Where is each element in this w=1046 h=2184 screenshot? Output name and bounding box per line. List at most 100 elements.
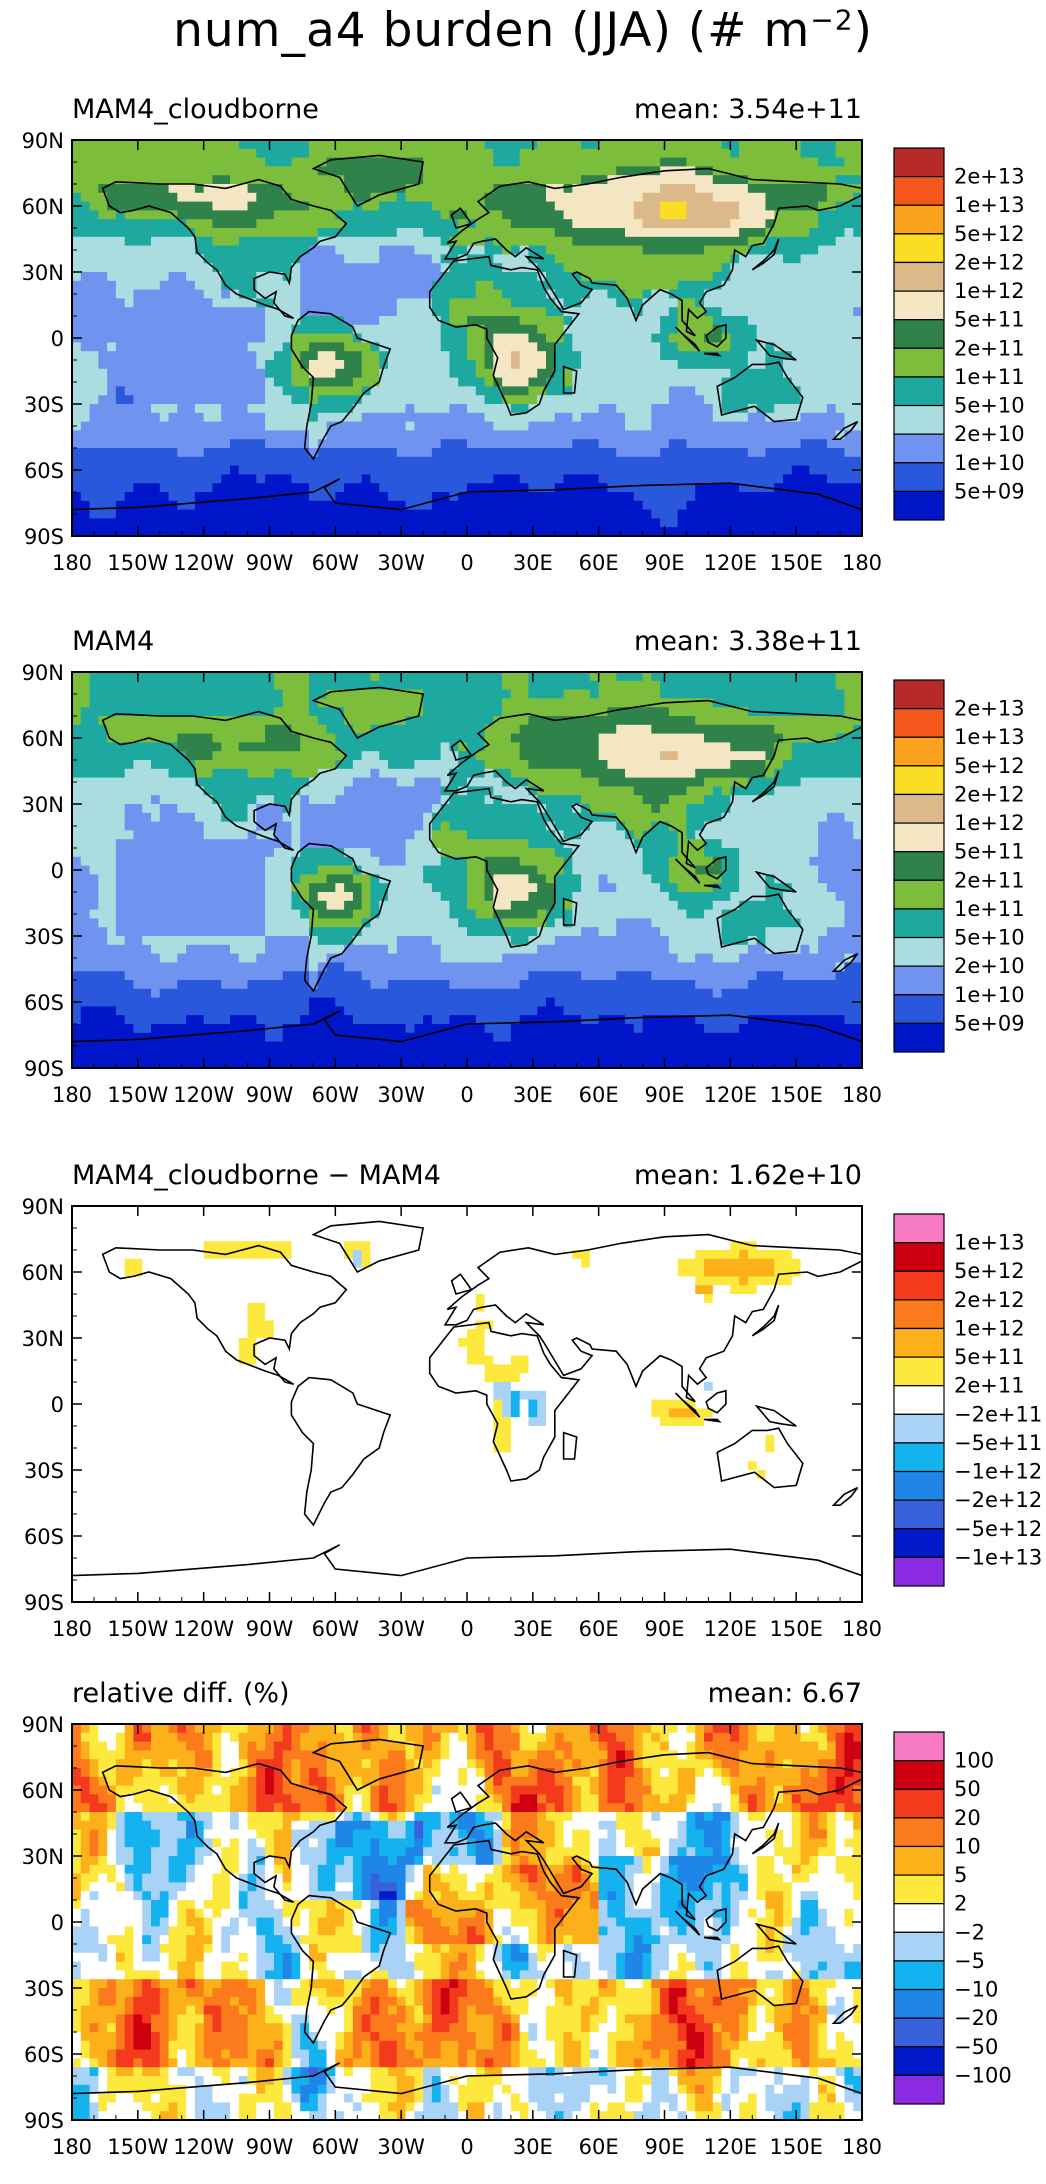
map-cell bbox=[634, 360, 643, 369]
map-cell bbox=[616, 395, 625, 404]
map-cell bbox=[397, 404, 406, 413]
map-cell bbox=[730, 422, 739, 431]
map-cell bbox=[239, 263, 248, 272]
map-cell bbox=[370, 466, 379, 475]
map-cell bbox=[186, 193, 195, 202]
map-cell bbox=[414, 483, 423, 492]
map-cell bbox=[599, 254, 608, 263]
map-cell bbox=[555, 672, 564, 681]
map-cell bbox=[765, 716, 774, 725]
map-cell bbox=[344, 360, 353, 369]
map-cell bbox=[590, 254, 599, 263]
map-cell bbox=[625, 325, 634, 334]
map-cell bbox=[116, 378, 125, 387]
map-cell bbox=[722, 342, 731, 351]
map-cell bbox=[327, 210, 336, 219]
map-cell bbox=[792, 246, 801, 255]
map-cell bbox=[607, 272, 616, 281]
map-cell bbox=[783, 742, 792, 751]
map-cell bbox=[774, 290, 783, 299]
map-cell bbox=[370, 166, 379, 175]
map-cell bbox=[177, 246, 186, 255]
map-cell bbox=[151, 386, 160, 395]
map-cell bbox=[291, 483, 300, 492]
map-cell bbox=[809, 210, 818, 219]
map-cell bbox=[634, 237, 643, 246]
map-cell bbox=[388, 742, 397, 751]
map-cell bbox=[318, 457, 327, 466]
map-cell bbox=[520, 254, 529, 263]
map-cell bbox=[90, 413, 99, 422]
map-cell bbox=[169, 281, 178, 290]
map-cell bbox=[476, 690, 485, 699]
map-cell bbox=[757, 316, 766, 325]
map-cell bbox=[643, 430, 652, 439]
map-cell bbox=[125, 290, 134, 299]
map-cell bbox=[379, 698, 388, 707]
map-cell bbox=[572, 690, 581, 699]
map-cell bbox=[730, 518, 739, 527]
map-cell bbox=[493, 430, 502, 439]
map-cell bbox=[757, 518, 766, 527]
map-cell bbox=[748, 342, 757, 351]
map-cell bbox=[318, 219, 327, 228]
map-cell bbox=[204, 281, 213, 290]
map-cell bbox=[836, 404, 845, 413]
map-cell bbox=[327, 466, 336, 475]
map-cell bbox=[239, 413, 248, 422]
map-cell bbox=[590, 690, 599, 699]
map-cell bbox=[230, 307, 239, 316]
map-cell bbox=[414, 430, 423, 439]
map-cell bbox=[502, 342, 511, 351]
map-cell bbox=[274, 422, 283, 431]
map-cell bbox=[98, 474, 107, 483]
map-cell bbox=[318, 193, 327, 202]
map-cell bbox=[520, 140, 529, 149]
map-cell bbox=[397, 193, 406, 202]
map-cell bbox=[686, 149, 695, 158]
map-cell bbox=[537, 474, 546, 483]
map-cell bbox=[221, 175, 230, 184]
map-cell bbox=[625, 716, 634, 725]
map-cell bbox=[327, 184, 336, 193]
map-cell bbox=[643, 457, 652, 466]
map-cell bbox=[379, 246, 388, 255]
map-cell bbox=[660, 386, 669, 395]
map-cell bbox=[186, 510, 195, 519]
map-cell bbox=[590, 342, 599, 351]
map-cell bbox=[212, 395, 221, 404]
map-cell bbox=[616, 342, 625, 351]
map-cell bbox=[160, 351, 169, 360]
map-cell bbox=[476, 716, 485, 725]
map-cell bbox=[616, 698, 625, 707]
map-cell bbox=[256, 690, 265, 699]
map-cell bbox=[248, 725, 257, 734]
map-cell bbox=[370, 290, 379, 299]
map-cell bbox=[748, 474, 757, 483]
map-cell bbox=[397, 369, 406, 378]
map-cell bbox=[300, 474, 309, 483]
map-cell bbox=[388, 518, 397, 527]
map-cell bbox=[467, 334, 476, 343]
map-cell bbox=[722, 158, 731, 167]
map-cell bbox=[651, 742, 660, 751]
map-cell bbox=[107, 254, 116, 263]
map-cell bbox=[581, 413, 590, 422]
map-cell bbox=[625, 263, 634, 272]
map-cell bbox=[757, 510, 766, 519]
map-cell bbox=[493, 518, 502, 527]
map-cell bbox=[169, 166, 178, 175]
map-cell bbox=[643, 439, 652, 448]
map-cell bbox=[432, 716, 441, 725]
map-cell bbox=[616, 254, 625, 263]
map-cell bbox=[572, 672, 581, 681]
map-cell bbox=[423, 351, 432, 360]
map-cell bbox=[607, 690, 616, 699]
map-cell bbox=[528, 360, 537, 369]
map-cell bbox=[239, 386, 248, 395]
map-cell bbox=[98, 404, 107, 413]
map-cell bbox=[537, 149, 546, 158]
map-cell bbox=[107, 263, 116, 272]
map-cell bbox=[300, 707, 309, 716]
map-cell bbox=[195, 698, 204, 707]
